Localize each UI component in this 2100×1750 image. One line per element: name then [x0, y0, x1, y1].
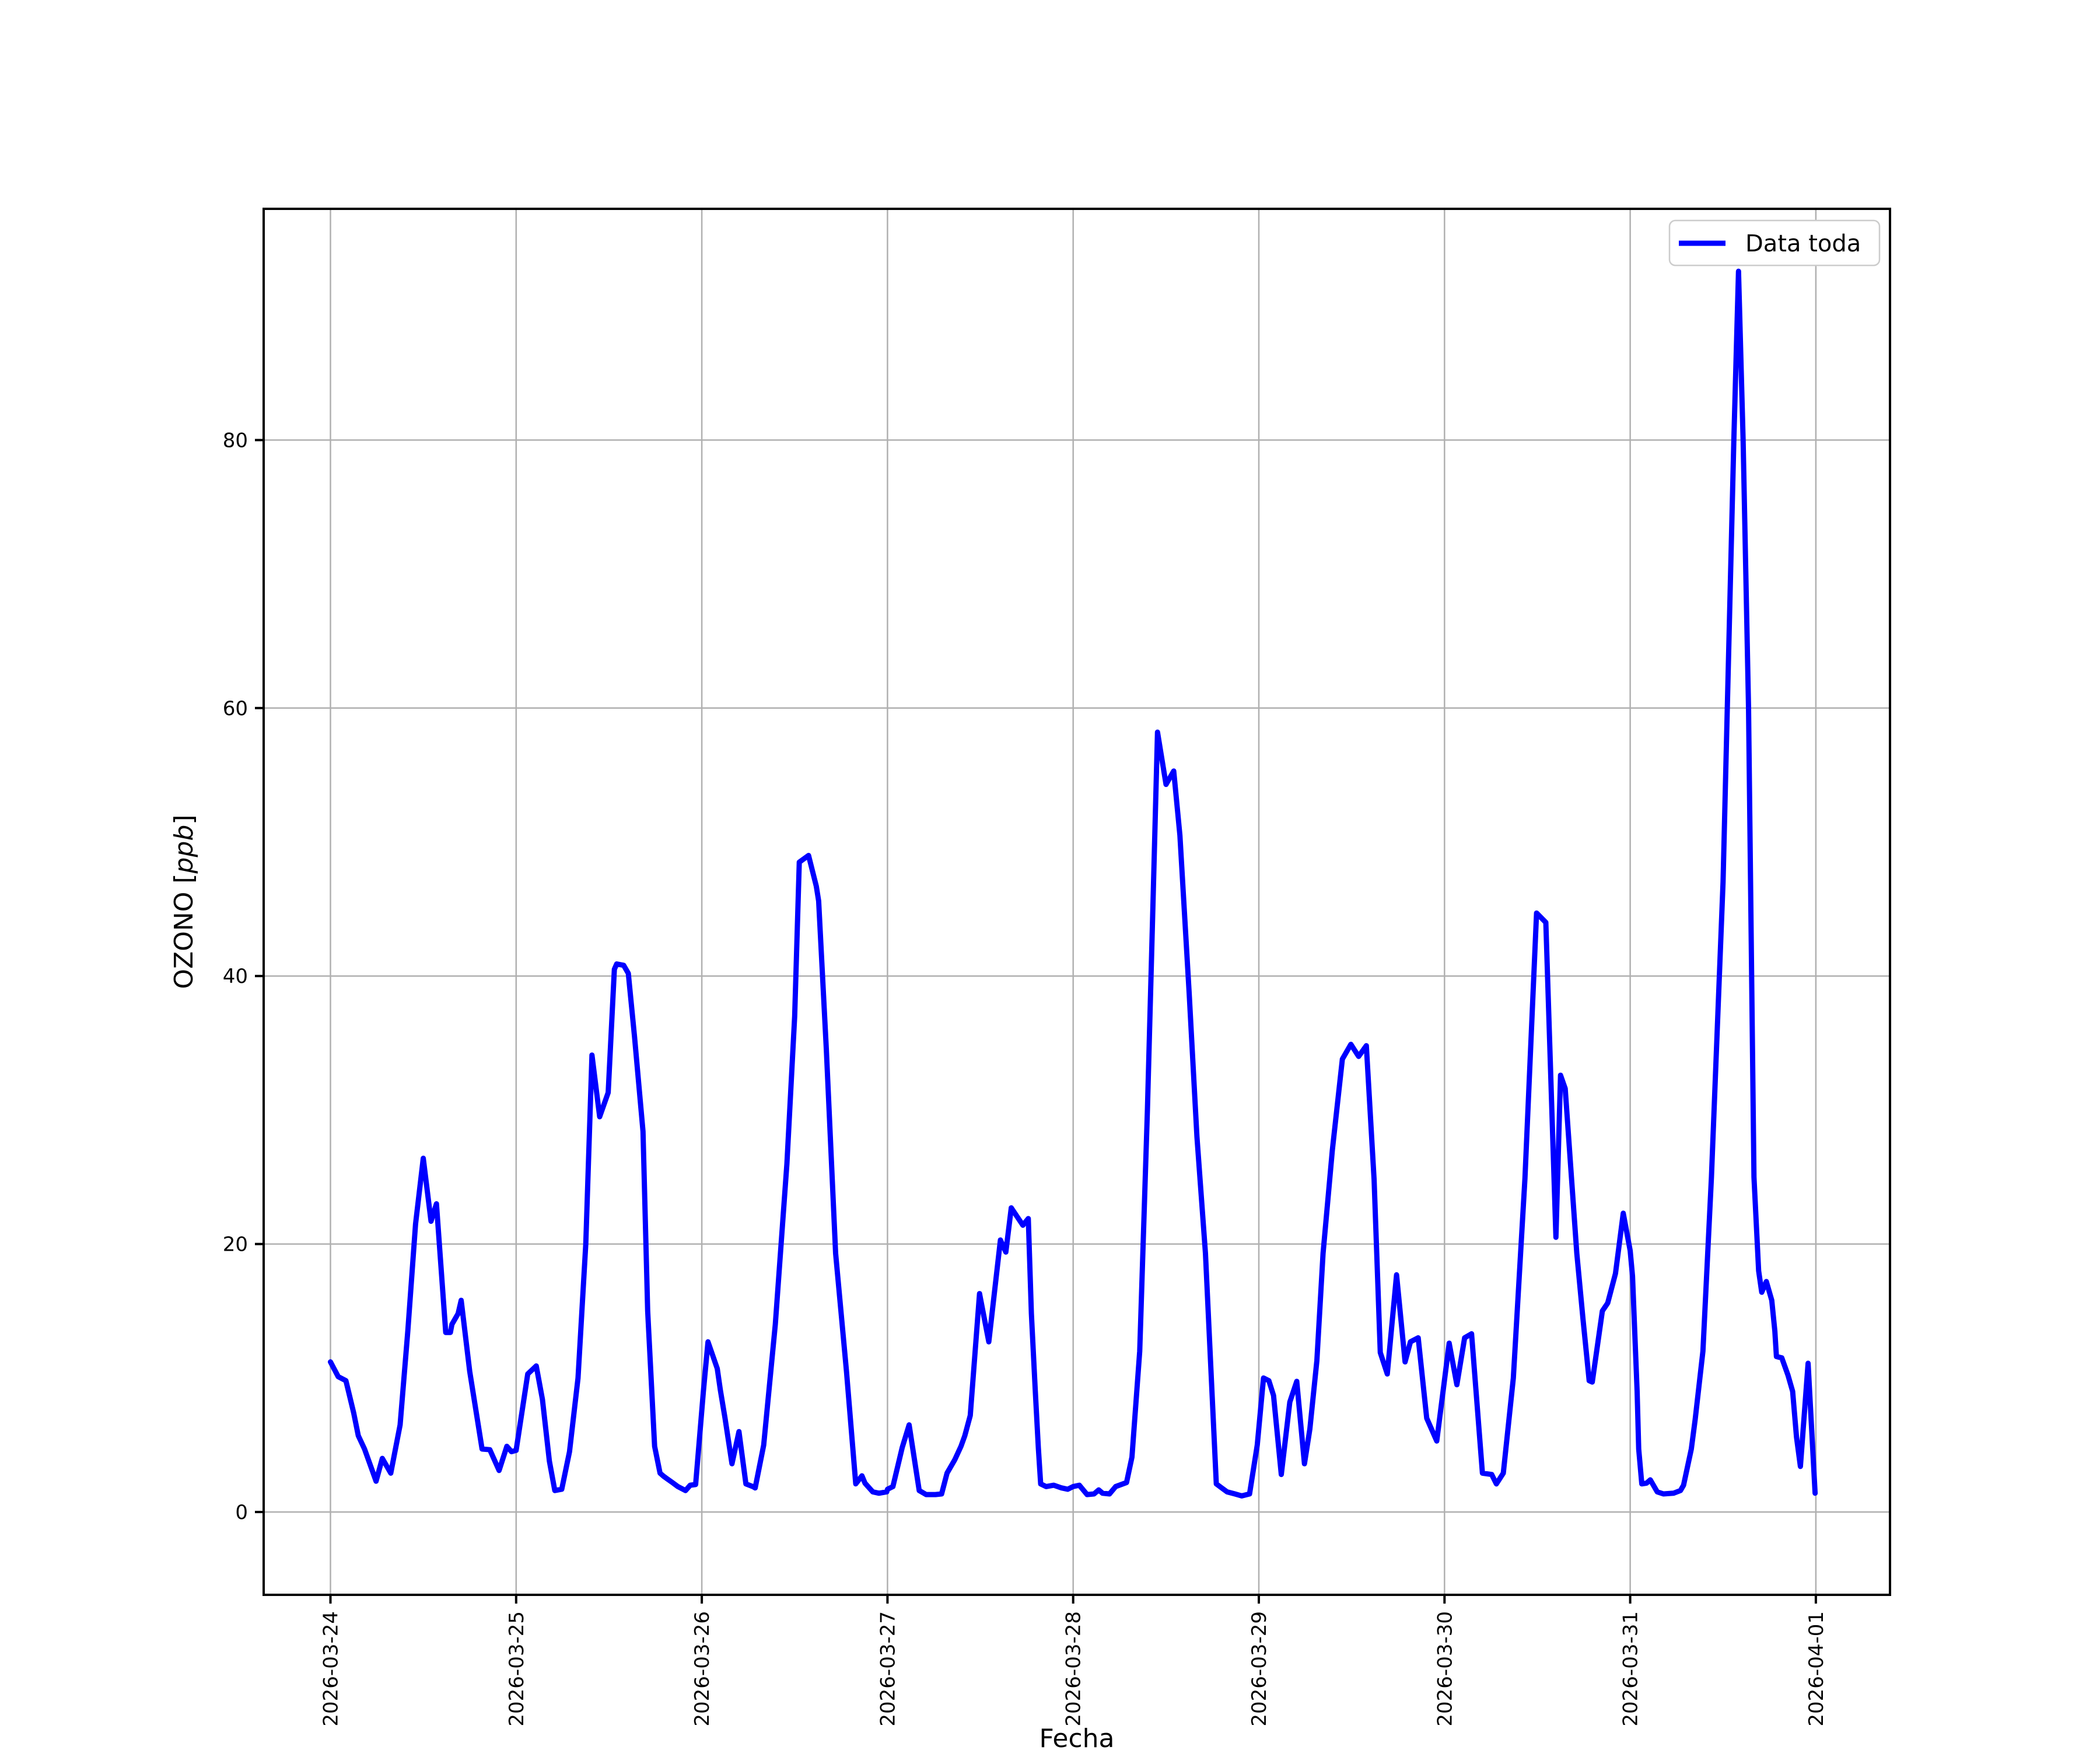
y-axis-label: OZONO [ppb] — [169, 814, 199, 989]
legend[interactable]: Data toda — [1668, 219, 1881, 267]
tick-marks-and-labels: 2026-03-24 2026-03-25 2026-03-26 2026-03-27… — [223, 429, 1828, 1726]
y-tick-label: 60 — [223, 697, 248, 720]
y-tick-label: 20 — [223, 1233, 248, 1256]
plot-area — [262, 208, 1891, 1596]
x-tick-label: 2026-03-27 — [876, 1611, 900, 1727]
y-axis-label-suffix: ] — [169, 814, 199, 824]
gridlines — [264, 209, 1890, 1595]
x-tick-label: 2026-03-24 — [320, 1611, 343, 1727]
x-tick-label: 2026-03-30 — [1433, 1611, 1457, 1727]
plot-border — [262, 208, 1891, 1596]
x-tick-label: 2026-04-01 — [1805, 1611, 1828, 1727]
y-axis-label-prefix: OZONO [ — [169, 873, 199, 989]
x-tick-label: 2026-03-28 — [1062, 1611, 1086, 1727]
y-tick-label: 40 — [223, 965, 248, 988]
series-data-toda — [328, 268, 1818, 1499]
y-tick-label: 0 — [235, 1501, 248, 1524]
legend-entry-label: Data toda — [1745, 230, 1861, 257]
y-axis-label-unit: ppb — [169, 825, 199, 874]
data-series-line — [328, 268, 1818, 1499]
y-tick-label: 80 — [223, 429, 248, 452]
x-tick-label: 2026-03-29 — [1248, 1611, 1271, 1727]
x-axis-label: Fecha — [1039, 1724, 1114, 1750]
x-tick-label: 2026-03-31 — [1619, 1611, 1643, 1727]
x-tick-label: 2026-03-25 — [505, 1611, 528, 1727]
x-tick-label: 2026-03-26 — [691, 1611, 714, 1727]
legend-box — [1668, 219, 1881, 267]
